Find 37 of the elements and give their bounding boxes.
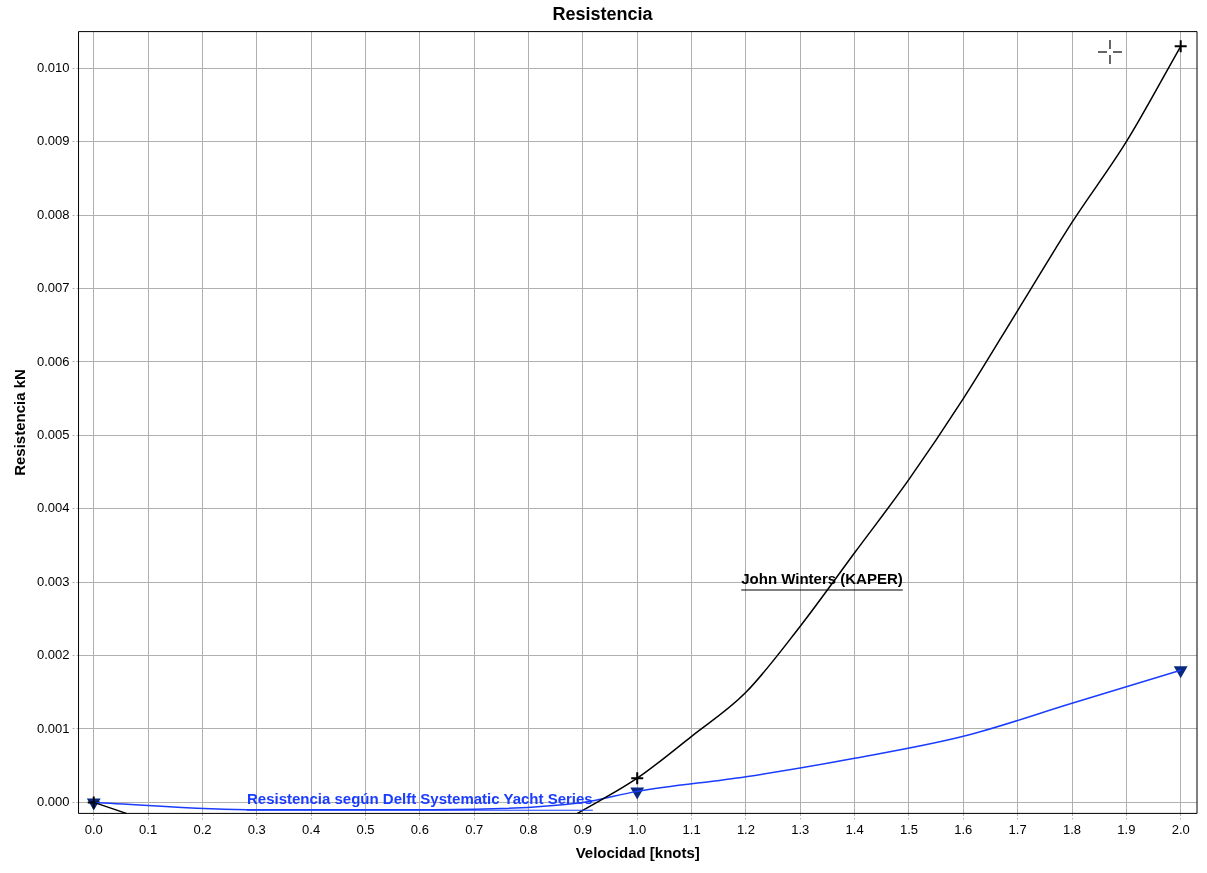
y-tick-label: 0.003 — [36, 573, 70, 589]
x-tick-label: 0.5 — [356, 821, 375, 837]
x-tick-label: 2.0 — [1171, 821, 1190, 837]
y-tick-label: 0.004 — [36, 500, 70, 516]
y-tick-label: 0.001 — [36, 720, 70, 736]
y-axis-title: Resistencia kN — [11, 369, 29, 476]
y-tick-label: 0.005 — [36, 426, 70, 442]
x-tick-label: 0.9 — [573, 821, 592, 837]
y-tick-label: 0.006 — [36, 353, 70, 369]
x-tick-label: 0.2 — [193, 821, 212, 837]
x-tick-label: 1.0 — [628, 821, 647, 837]
x-tick-label: 1.3 — [791, 821, 810, 837]
y-tick-label: 0.007 — [36, 280, 70, 296]
x-tick-label: 0.0 — [84, 821, 103, 837]
annotation: John Winters (KAPER) — [741, 570, 903, 588]
x-tick-label: 1.2 — [736, 821, 755, 837]
x-tick-label: 1.9 — [1117, 821, 1136, 837]
x-tick-label: 0.8 — [519, 821, 538, 837]
x-tick-label: 0.6 — [410, 821, 429, 837]
x-tick-label: 0.1 — [139, 821, 158, 837]
x-tick-label: 1.4 — [845, 821, 864, 837]
x-tick-label: 1.6 — [954, 821, 973, 837]
x-tick-label: 1.7 — [1008, 821, 1027, 837]
y-tick-label: 0.002 — [36, 647, 70, 663]
chart-title: Resistencia — [552, 3, 654, 24]
x-tick-label: 1.5 — [899, 821, 918, 837]
x-tick-label: 0.3 — [247, 821, 266, 837]
y-tick-label: 0.000 — [36, 793, 70, 809]
x-tick-label: 1.8 — [1062, 821, 1082, 837]
y-tick-label: 0.008 — [36, 206, 70, 222]
x-tick-label: 0.7 — [465, 821, 484, 837]
x-tick-label: 0.4 — [302, 821, 321, 837]
x-tick-label: 1.1 — [682, 821, 701, 837]
x-axis-title: Velocidad [knots] — [575, 844, 700, 862]
y-tick-label: 0.010 — [36, 59, 70, 75]
annotation: Resistencia según Delft Systematic Yacht Series — [246, 790, 593, 808]
y-tick-label: 0.009 — [36, 133, 70, 149]
